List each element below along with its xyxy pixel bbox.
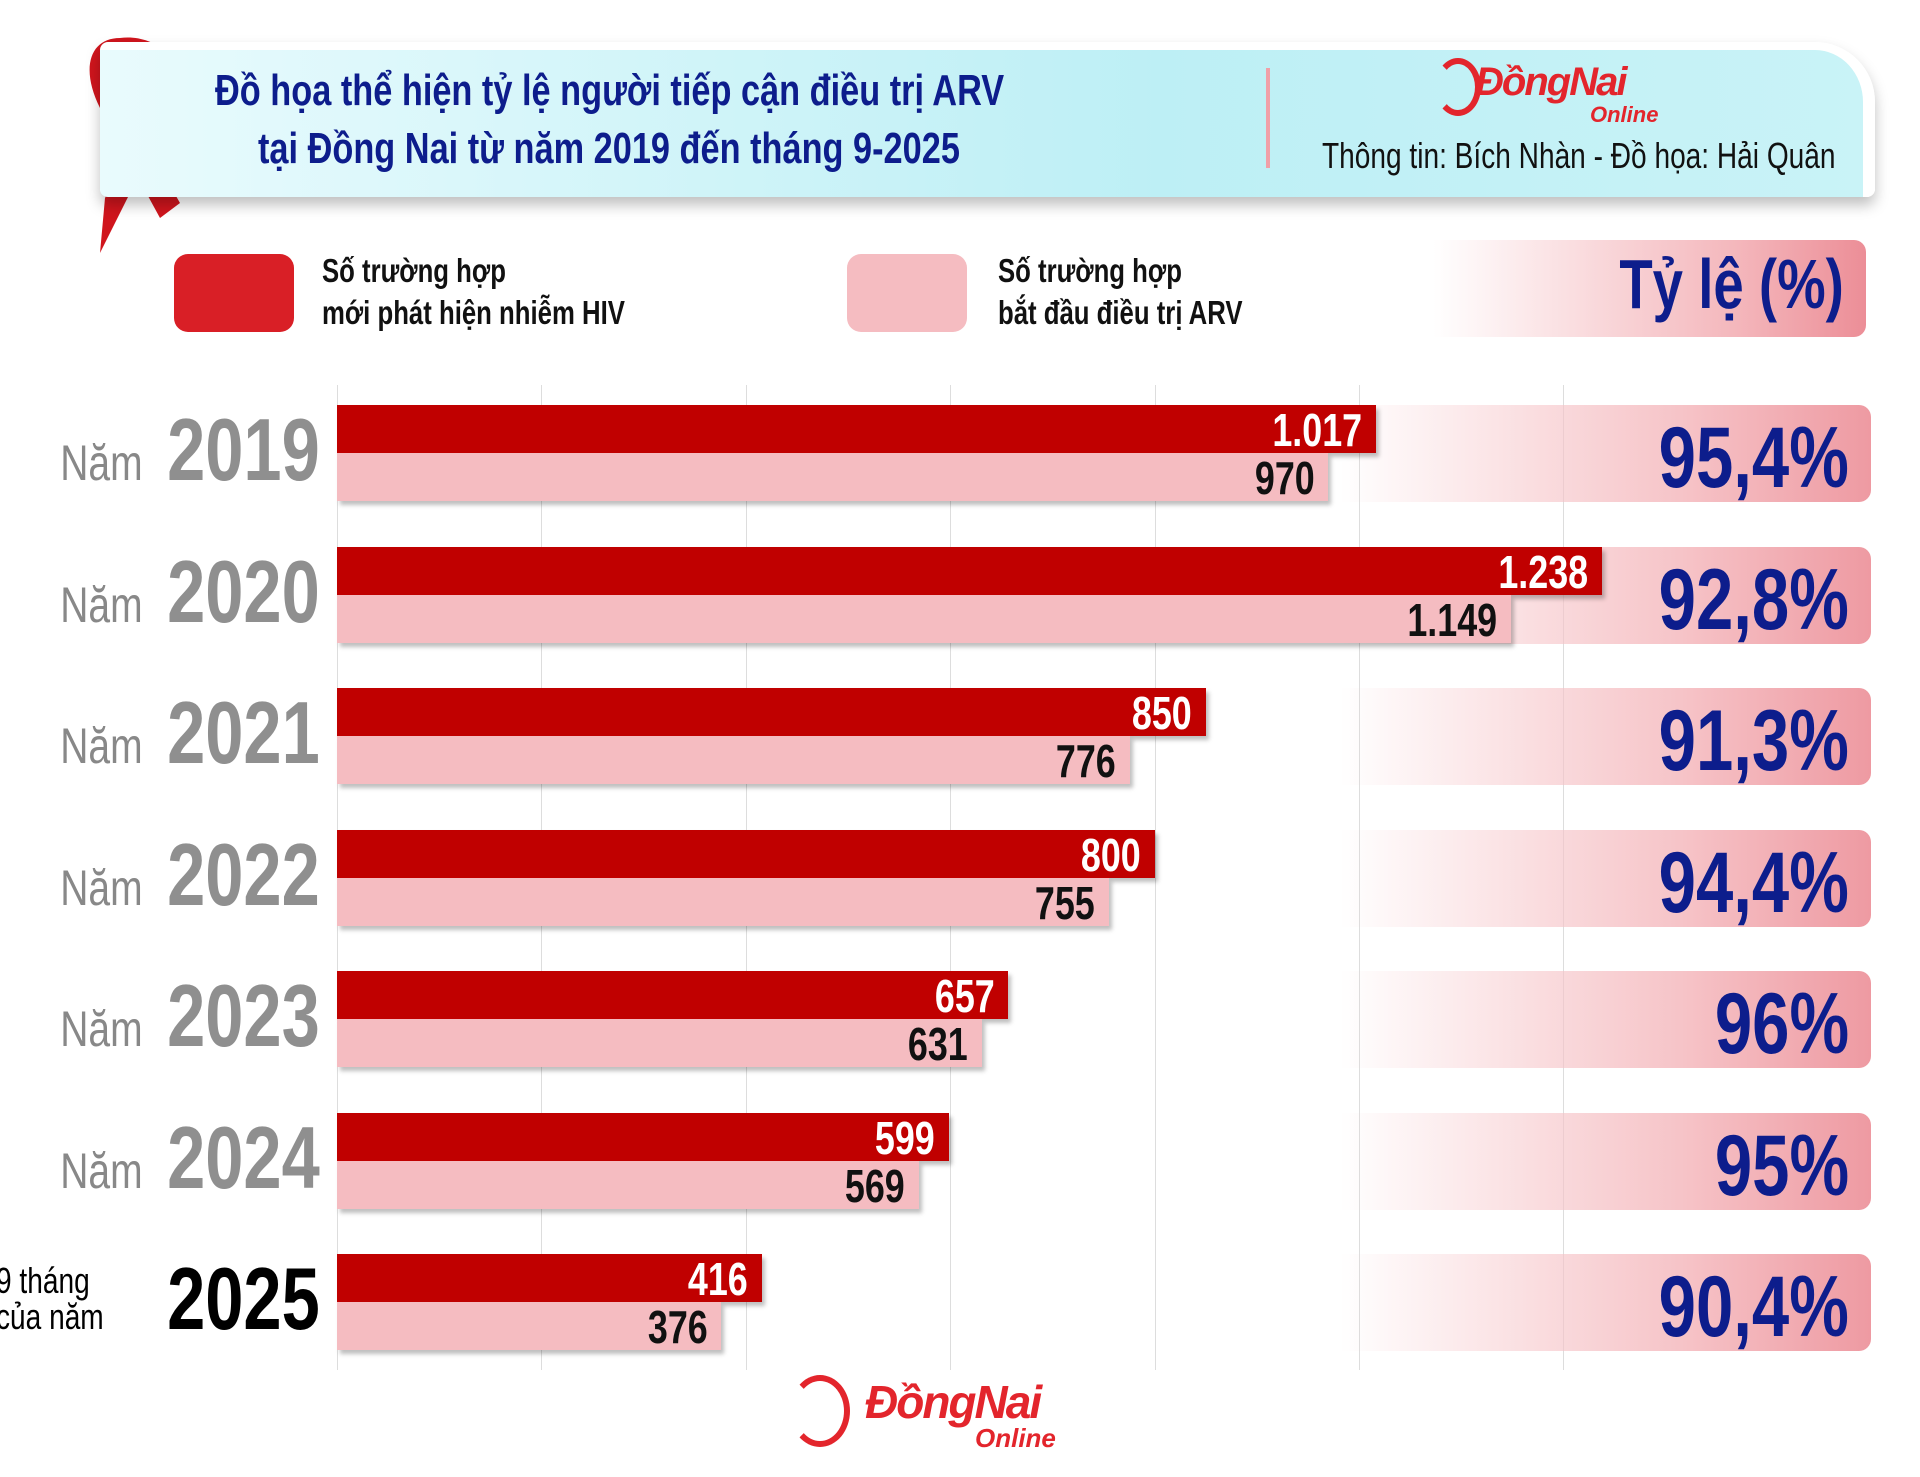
bar-new-hiv: 1.238 (337, 546, 1603, 598)
year-prefix: Năm (59, 718, 143, 774)
logo-mark-icon (1435, 58, 1481, 116)
year-label: Năm 2023 (37, 965, 320, 1067)
rate-box: 96% (1340, 971, 1871, 1072)
bar-value-label: 776 (1056, 735, 1117, 787)
rate-box: 94,4% (1340, 829, 1871, 931)
year-prefix: Năm (59, 435, 143, 491)
year-prefix: Năm (59, 1001, 143, 1057)
rate-value: 95,4% (1658, 410, 1849, 506)
header-divider (1266, 68, 1270, 168)
legend-label-arv: Số trường hợp bắt đầu điều trị ARV (998, 252, 1243, 331)
bar-value-label: 1.149 (1407, 593, 1498, 646)
legend-swatch-arv (847, 254, 967, 332)
year-prefix: Năm (59, 576, 143, 633)
rate-value: 92,8% (1658, 551, 1849, 648)
year-value: 2022 (167, 824, 320, 924)
year-value: 2024 (167, 1107, 320, 1207)
bar-arv: 569 (337, 1160, 919, 1212)
bar-arv: 776 (337, 735, 1131, 787)
bar-arv: 970 (337, 452, 1329, 504)
bar-value-label: 376 (647, 1301, 708, 1353)
rate-value: 95% (1714, 1117, 1849, 1214)
year-value: 2025 (167, 1249, 320, 1348)
bar-new-hiv: 1.017 (337, 404, 1377, 456)
bar-arv: 1.149 (337, 594, 1512, 646)
bar-value-label: 1.238 (1498, 545, 1589, 598)
bar-value-label: 800 (1080, 828, 1141, 881)
rate-box: 91,3% (1340, 688, 1871, 789)
bar-new-hiv: 800 (337, 829, 1155, 881)
bar-value-label: 970 (1254, 452, 1315, 504)
year-label: Năm 2022 (37, 824, 320, 926)
title-line-1: Đồ họa thể hiện tỷ lệ người tiếp cận điề… (215, 66, 1005, 115)
year-value: 2021 (167, 683, 320, 782)
rate-header: Tỷ lệ (%) (1619, 245, 1844, 323)
bar-value-label: 631 (908, 1018, 968, 1070)
gridline (1154, 385, 1156, 1370)
bar-arv: 755 (337, 877, 1109, 929)
year-label: Năm 2019 (37, 399, 320, 501)
title-line-2: tại Đồng Nai từ năm 2019 đến tháng 9-202… (258, 124, 960, 173)
bar-new-hiv: 599 (337, 1112, 950, 1164)
bar-value-label: 755 (1034, 876, 1095, 929)
year-label: Năm 2024 (37, 1107, 320, 1209)
bar-value-label: 850 (1131, 687, 1192, 739)
year-value: 2020 (167, 541, 320, 641)
credit-text: Thông tin: Bích Nhàn - Đồ họa: Hải Quân (1322, 135, 1836, 176)
rate-header-box: Tỷ lệ (%) (1433, 240, 1866, 337)
bar-arv: 376 (337, 1301, 722, 1353)
rate-value: 94,4% (1658, 834, 1849, 931)
rate-box: 95% (1340, 1112, 1871, 1214)
bar-value-label: 1.017 (1272, 404, 1363, 456)
year-label: Năm 2021 (37, 682, 320, 784)
rate-value: 90,4% (1658, 1259, 1849, 1355)
year-label: 9 tháng của năm 2025 (0, 1248, 320, 1350)
rate-value: 91,3% (1658, 693, 1849, 789)
legend-swatch-new-hiv (174, 254, 294, 332)
bar-value-label: 569 (844, 1159, 905, 1212)
bar-value-label: 657 (934, 970, 995, 1022)
legend-label-new-hiv: Số trường hợp mới phát hiện nhiễm HIV (322, 252, 625, 331)
bar-new-hiv: 416 (337, 1253, 763, 1305)
bar-arv: 631 (337, 1018, 982, 1070)
bar-new-hiv: 657 (337, 970, 1009, 1022)
year-label: Năm 2020 (37, 541, 320, 643)
year-prefix: Năm (59, 859, 143, 916)
rate-value: 96% (1714, 976, 1849, 1072)
year-value: 2023 (167, 966, 320, 1065)
bar-value-label: 599 (875, 1111, 936, 1164)
rate-box: 95,4% (1340, 405, 1871, 506)
bar-new-hiv: 850 (337, 687, 1206, 739)
year-prefix: Năm (59, 1142, 143, 1199)
bar-value-label: 416 (688, 1253, 749, 1305)
header-banner (100, 42, 1875, 197)
rate-box: 90,4% (1340, 1254, 1871, 1355)
logo-mark-icon (790, 1375, 850, 1447)
year-value: 2019 (167, 400, 320, 499)
year-prefix: 9 tháng của năm (0, 1260, 104, 1337)
